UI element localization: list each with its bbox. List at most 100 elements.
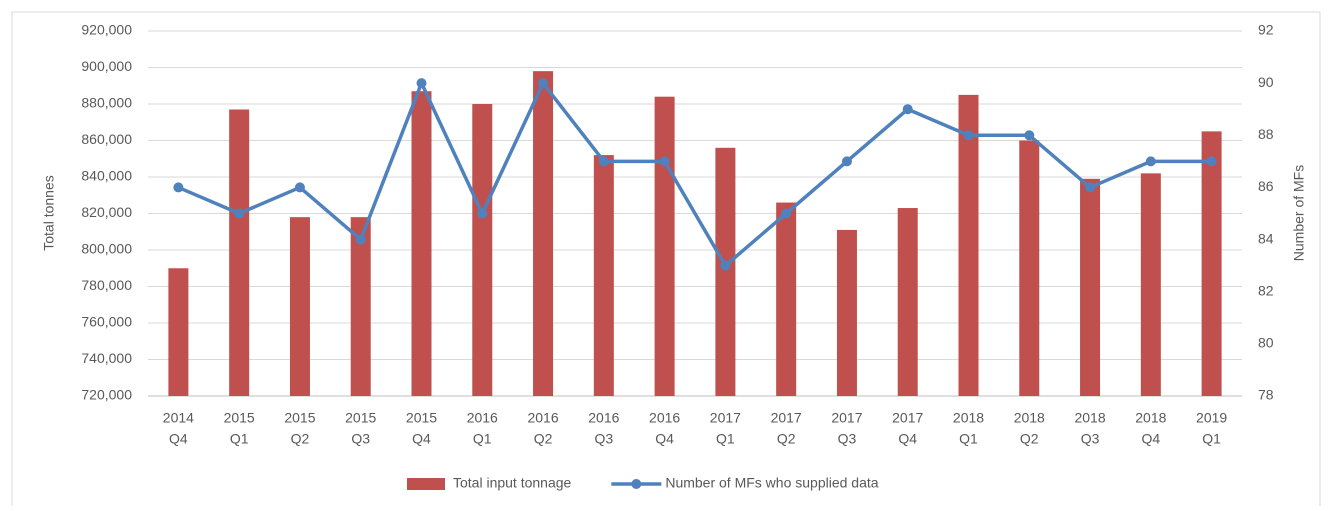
y-tick-label: 740,000 xyxy=(81,350,132,366)
y2-tick-label: 82 xyxy=(1258,282,1274,298)
x-tick-label: 2018 xyxy=(1014,410,1045,426)
x-tick-label: Q4 xyxy=(1141,431,1160,447)
marker xyxy=(902,104,913,115)
y-tick-label: 920,000 xyxy=(81,22,132,38)
x-tick-label: 2019 xyxy=(1196,410,1227,426)
bar xyxy=(168,268,189,396)
x-tick-label: Q2 xyxy=(777,431,796,447)
x-tick-label: Q4 xyxy=(655,431,674,447)
bar xyxy=(776,202,797,396)
marker xyxy=(234,208,245,219)
y-axis-title: Total tonnes xyxy=(41,175,57,251)
x-tick-label: Q4 xyxy=(412,431,431,447)
x-tick-label: 2017 xyxy=(771,410,802,426)
x-tick-label: 2016 xyxy=(527,410,558,426)
y2-axis-title: Number of MFs xyxy=(1291,165,1307,261)
x-tick-label: 2015 xyxy=(345,410,376,426)
x-tick-label: 2018 xyxy=(953,410,984,426)
bar xyxy=(229,109,250,396)
y2-tick-label: 88 xyxy=(1258,126,1274,142)
x-tick-label: 2018 xyxy=(1135,410,1166,426)
x-tick-label: Q4 xyxy=(169,431,188,447)
x-tick-label: 2017 xyxy=(831,410,862,426)
legend-swatch xyxy=(407,478,445,490)
bar xyxy=(533,71,554,397)
y-tick-label: 840,000 xyxy=(81,168,132,184)
bar xyxy=(836,229,857,396)
y-tick-label: 880,000 xyxy=(81,95,132,111)
x-tick-label: Q3 xyxy=(838,431,857,447)
marker xyxy=(1206,156,1217,167)
bar xyxy=(350,217,371,396)
bar xyxy=(1201,131,1222,396)
marker xyxy=(477,208,488,219)
bar xyxy=(897,208,918,396)
marker xyxy=(841,156,852,167)
y2-tick-label: 84 xyxy=(1258,230,1274,246)
y-tick-label: 760,000 xyxy=(81,314,132,330)
x-tick-label: Q1 xyxy=(473,431,492,447)
legend-label: Total input tonnage xyxy=(453,475,572,491)
line xyxy=(177,81,1212,268)
y2-tick-label: 78 xyxy=(1258,387,1274,403)
bar xyxy=(1080,178,1101,396)
bar xyxy=(654,96,675,396)
marker xyxy=(294,182,305,193)
bar xyxy=(1019,140,1040,396)
marker xyxy=(538,78,549,89)
marker xyxy=(355,234,366,245)
y2-tick-label: 92 xyxy=(1258,22,1274,38)
x-tick-label: 2016 xyxy=(588,410,619,426)
marker xyxy=(173,182,184,193)
bar xyxy=(289,217,310,396)
bar xyxy=(472,104,493,396)
marker xyxy=(1145,156,1156,167)
x-tick-label: Q4 xyxy=(898,431,917,447)
bar xyxy=(593,155,614,396)
y-tick-label: 780,000 xyxy=(81,277,132,293)
x-tick-label: Q1 xyxy=(959,431,978,447)
x-tick-label: 2017 xyxy=(892,410,923,426)
x-tick-label: Q2 xyxy=(534,431,553,447)
x-tick-label: Q2 xyxy=(291,431,310,447)
x-tick-label: 2017 xyxy=(710,410,741,426)
x-tick-label: Q1 xyxy=(716,431,735,447)
x-tick-label: Q3 xyxy=(351,431,370,447)
marker xyxy=(781,208,792,219)
x-tick-label: 2016 xyxy=(467,410,498,426)
marker xyxy=(963,130,974,141)
y-tick-label: 860,000 xyxy=(81,131,132,147)
y2-tick-label: 90 xyxy=(1258,74,1274,90)
y-tick-label: 800,000 xyxy=(81,241,132,257)
bar xyxy=(715,147,736,396)
legend-label: Number of MFs who supplied data xyxy=(665,475,878,491)
marker xyxy=(1085,182,1096,193)
x-tick-label: 2015 xyxy=(224,410,255,426)
x-tick-label: Q1 xyxy=(230,431,249,447)
y2-tick-label: 80 xyxy=(1258,335,1274,351)
y2-tick-label: 86 xyxy=(1258,178,1274,194)
x-tick-label: Q1 xyxy=(1202,431,1221,447)
marker xyxy=(659,156,670,167)
bar xyxy=(1140,173,1161,396)
marker xyxy=(720,260,731,271)
x-tick-label: 2014 xyxy=(163,410,194,426)
chart-border xyxy=(11,11,1321,511)
marker xyxy=(416,78,427,89)
y-tick-label: 900,000 xyxy=(81,58,132,74)
x-tick-label: Q3 xyxy=(594,431,613,447)
x-tick-label: Q3 xyxy=(1081,431,1100,447)
x-tick-label: 2016 xyxy=(649,410,680,426)
marker xyxy=(598,156,609,167)
y-tick-label: 820,000 xyxy=(81,204,132,220)
bar xyxy=(958,94,979,396)
x-tick-label: 2015 xyxy=(406,410,437,426)
marker xyxy=(1024,130,1035,141)
legend-swatch xyxy=(631,479,642,489)
y-tick-label: 720,000 xyxy=(81,387,132,403)
x-tick-label: 2015 xyxy=(284,410,315,426)
x-tick-label: 2018 xyxy=(1074,410,1105,426)
x-tick-label: Q2 xyxy=(1020,431,1039,447)
